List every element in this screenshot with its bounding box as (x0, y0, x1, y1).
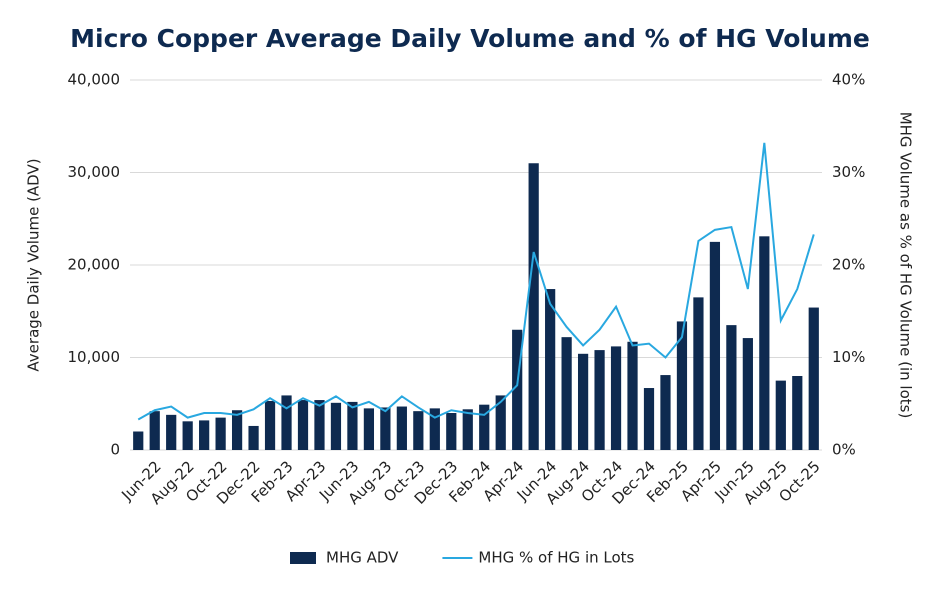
bar (775, 380, 786, 450)
y-tick-label: 20,000 (68, 256, 121, 274)
bar (792, 376, 803, 450)
legend-swatch (290, 552, 316, 564)
bar (149, 411, 160, 450)
bar (182, 421, 193, 450)
bar (297, 400, 309, 450)
bar (231, 410, 243, 450)
bar (330, 402, 342, 450)
bar (479, 404, 490, 450)
bar (808, 307, 819, 450)
bar (561, 337, 572, 450)
y-tick-label: 40,000 (68, 71, 121, 89)
y2-tick-label: 20% (832, 256, 865, 274)
bar (281, 395, 292, 450)
bar (545, 289, 556, 450)
bar (314, 400, 325, 450)
bar (693, 297, 704, 450)
bar (726, 325, 737, 450)
bar (380, 407, 391, 450)
bar (495, 395, 506, 450)
bar (248, 425, 259, 450)
bar (347, 401, 358, 450)
bar (363, 408, 375, 450)
bar (594, 350, 605, 450)
bar (759, 236, 770, 450)
y2-tick-label: 0% (832, 441, 856, 459)
legend-label: MHG ADV (326, 549, 399, 567)
bar (215, 417, 226, 450)
bar (429, 408, 440, 450)
chart-title: Micro Copper Average Daily Volume and % … (70, 24, 870, 53)
bar (660, 375, 671, 450)
y-tick-label: 0 (110, 441, 120, 459)
bar (676, 321, 688, 450)
bar (413, 411, 424, 450)
bar (264, 400, 276, 450)
line (137, 142, 815, 421)
y-tick-label: 10,000 (68, 348, 121, 366)
bar (512, 329, 523, 450)
bar (133, 431, 144, 450)
bar (742, 338, 753, 450)
y2-tick-label: 10% (832, 348, 865, 366)
y2-tick-label: 30% (832, 163, 865, 181)
bar (199, 420, 210, 450)
y2-axis-title: MHG Volume as % of HG Volume (in lots) (897, 112, 915, 419)
bar (610, 346, 622, 450)
bar (446, 413, 457, 450)
bar (577, 353, 589, 450)
y2-tick-label: 40% (832, 71, 865, 89)
y-axis-title: Average Daily Volume (ADV) (25, 158, 43, 371)
bar (462, 409, 473, 450)
bar (396, 406, 407, 450)
bar (643, 388, 655, 450)
bar (528, 163, 539, 450)
bar (627, 341, 638, 450)
legend-label: MHG % of HG in Lots (478, 549, 634, 567)
bar (709, 241, 721, 450)
bar (166, 414, 177, 450)
y-tick-label: 30,000 (68, 163, 121, 181)
